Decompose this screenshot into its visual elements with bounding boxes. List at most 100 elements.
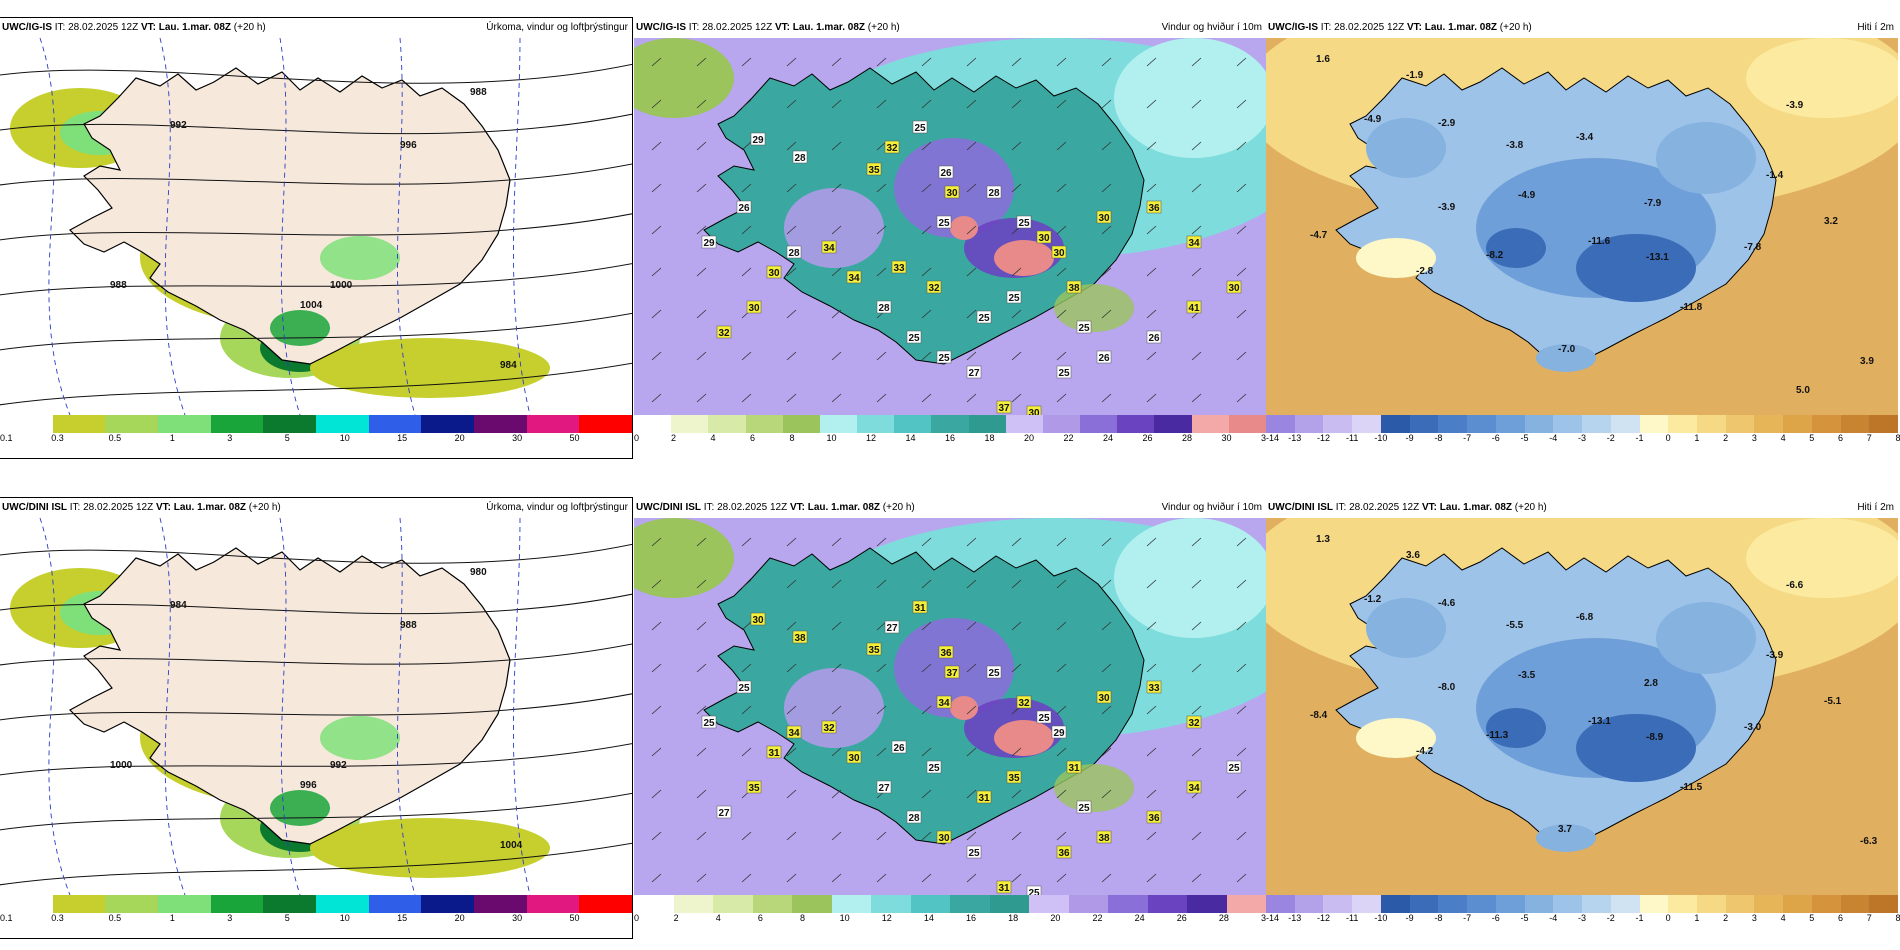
wind-arrow	[966, 663, 977, 673]
temperature-label: -2.9	[1438, 118, 1456, 129]
isobar	[0, 63, 632, 84]
temperature-label: -3.8	[1506, 140, 1524, 151]
wind-arrow	[1011, 537, 1022, 547]
colorbar-tick-label: 28	[1181, 433, 1193, 443]
wind-arrow	[921, 183, 932, 193]
gust-label: 25	[906, 330, 922, 344]
wind-arrow	[966, 183, 977, 193]
wind-arrow	[696, 225, 707, 235]
gust-label: 30	[1226, 280, 1242, 294]
colorbar-tick-label: 20	[1050, 913, 1061, 923]
gust-value: 35	[868, 645, 880, 656]
gust-value: 25	[1058, 368, 1070, 379]
colorbar-swatch	[1266, 895, 1295, 913]
panel-title: Úrkoma, vindur og loftþrýstingur	[486, 22, 628, 33]
wind-colorbar	[634, 895, 1266, 913]
colorbar-swatch	[931, 415, 969, 433]
gust-value: 32	[1188, 718, 1200, 729]
gust-value: 38	[794, 633, 806, 644]
field-area	[1366, 598, 1446, 658]
wind-arrow	[1191, 99, 1202, 109]
panel-title: Úrkoma, vindur og loftþrýstingur	[486, 502, 628, 513]
colorbar-swatch	[526, 895, 580, 913]
wind-arrow	[651, 789, 662, 799]
colorbar-tick-label: -13	[1288, 913, 1302, 923]
colorbar-tick-label: 20	[1023, 433, 1035, 443]
colorbar-swatch	[1610, 895, 1640, 913]
wind-arrow	[1056, 663, 1067, 673]
gust-label: 34	[821, 240, 837, 254]
colorbar-swatch	[316, 895, 369, 913]
gust-value: 31	[998, 883, 1010, 894]
gust-label: 35	[746, 780, 762, 794]
lead-time: (+20 h)	[1499, 22, 1532, 33]
valid-time: VT: Lau. 1.mar. 08Z	[789, 502, 881, 513]
wind-arrow	[651, 705, 662, 715]
wind-arrow	[1011, 57, 1022, 67]
wind-arrow	[786, 57, 797, 67]
wind-arrow	[1236, 705, 1247, 715]
colorbar-swatch	[579, 895, 633, 913]
gust-label: 25	[936, 215, 952, 229]
wind-arrow	[966, 705, 977, 715]
wind-arrow	[786, 579, 797, 589]
gust-label: 36	[1056, 845, 1072, 859]
gust-value: 31	[914, 603, 926, 614]
wind-arrow	[876, 225, 887, 235]
colorbar-swatch	[1029, 895, 1069, 913]
gust-value: 31	[1068, 763, 1080, 774]
colorbar-tick-label: -8	[1434, 913, 1443, 923]
wind-arrow	[966, 621, 977, 631]
wind-arrow	[741, 663, 752, 673]
wind-arrow	[966, 393, 977, 403]
gust-label: 25	[701, 715, 717, 729]
gust-label: 25	[1056, 365, 1072, 379]
wind-arrow	[1011, 831, 1022, 841]
pressure-label: 984	[500, 360, 517, 371]
init-time: IT: 28.02.2025 12Z	[69, 502, 154, 513]
wind-arrow	[651, 579, 662, 589]
init-time: IT: 28.02.2025 12Z	[1335, 502, 1420, 513]
field-area	[1054, 764, 1134, 812]
temperature-label: 1.3	[1316, 534, 1330, 545]
wind-arrow	[876, 747, 887, 757]
colorbar-tick-label: 6	[749, 433, 756, 443]
gust-label: 25	[1016, 215, 1032, 229]
isobar	[0, 362, 632, 406]
colorbar-swatch	[1553, 415, 1583, 433]
wind-arrow	[1056, 579, 1067, 589]
colorbar-tick-label: -12	[1316, 433, 1330, 443]
panel-header: UWC/IG-IS IT: 28.02.2025 12Z VT: Lau. 1.…	[0, 18, 632, 38]
temperature-label: 3.6	[1406, 550, 1420, 561]
gust-value: 35	[748, 783, 760, 794]
colorbar-tick-label: 1	[1694, 433, 1700, 443]
wind-arrow	[651, 183, 662, 193]
gust-label: 25	[966, 845, 982, 859]
gust-value: 28	[908, 813, 920, 824]
gust-value: 34	[788, 728, 800, 739]
valid-time: VT: Lau. 1.mar. 08Z	[140, 22, 232, 33]
colorbar-tick-label: 16	[966, 913, 977, 923]
wind-arrow	[1236, 267, 1247, 277]
wind-arrow	[1236, 183, 1247, 193]
wind-arrow	[831, 747, 842, 757]
gust-value: 28	[788, 248, 800, 259]
colorbar-tick-label: 6	[1838, 433, 1844, 443]
wind-arrow	[741, 267, 752, 277]
temperature-label: -8.0	[1438, 682, 1456, 693]
gust-label: 28	[786, 245, 802, 259]
colorbar-swatch	[1495, 895, 1525, 913]
field-area	[1356, 238, 1436, 278]
pressure-label: 984	[170, 600, 187, 611]
colorbar-swatch	[1697, 895, 1726, 913]
colorbar-swatch	[1108, 895, 1148, 913]
gust-label: 34	[1186, 780, 1202, 794]
panel-precip-dini: UWC/DINI ISL IT: 28.02.2025 12Z VT: Lau.…	[0, 497, 633, 939]
gust-label: 25	[936, 350, 952, 364]
colorbar-tick-label: 1	[169, 433, 175, 443]
field-area	[270, 790, 330, 826]
pressure-label: 992	[170, 120, 187, 131]
field-area	[1656, 602, 1756, 674]
temp-colorbar-ticks: -14 -13 -12 -11 -10 -9 -8 -7 -6 -5 -4 -3 -2 -1 0 1 2 3 4 5 6…	[1266, 913, 1900, 925]
colorbar-tick-label: 12	[865, 433, 877, 443]
